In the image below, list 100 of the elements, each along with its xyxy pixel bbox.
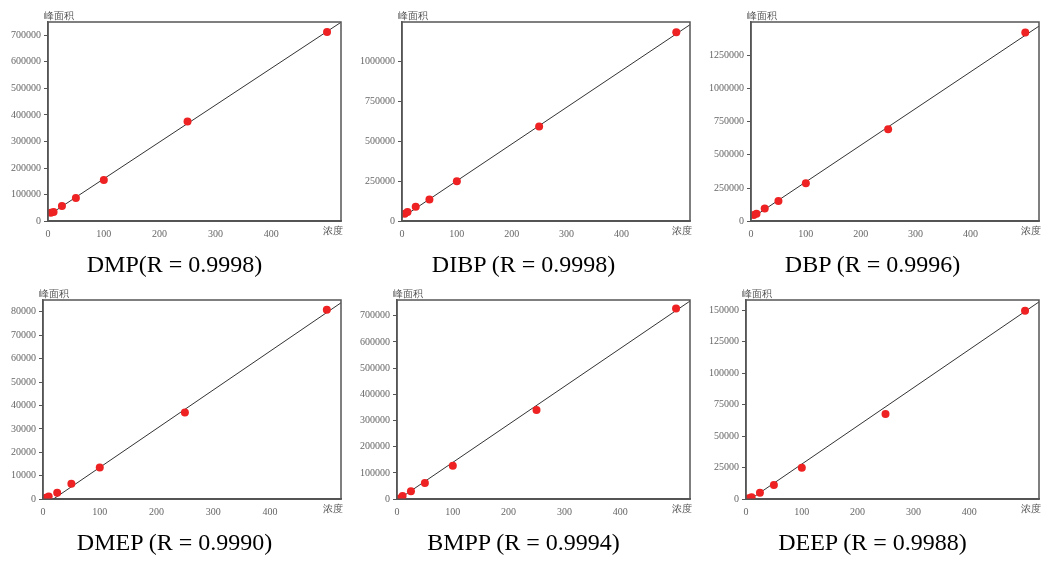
y-tick-label: 200000	[11, 161, 41, 173]
y-tick-label: 500000	[714, 148, 744, 160]
point	[53, 488, 62, 497]
point	[672, 28, 681, 37]
y-tick-label: 80000	[11, 305, 36, 317]
x-tick-label: 100	[794, 505, 810, 517]
point	[420, 478, 429, 487]
y-tick-label: 100000	[360, 466, 390, 478]
y-tick-label: 0	[385, 492, 390, 504]
x-axis-title: 浓度	[323, 224, 343, 236]
point	[535, 122, 544, 131]
y-tick-label: 50000	[11, 375, 36, 387]
point	[95, 463, 104, 472]
x-tick-label: 400	[613, 227, 629, 239]
text: DMEP (R = 0.9990)	[76, 528, 273, 555]
y-axis-title: 峰面积	[393, 287, 423, 299]
point	[183, 117, 192, 126]
y-axis-title: 峰面积	[398, 9, 428, 21]
y-tick-label: 0	[36, 214, 41, 226]
point	[769, 481, 778, 490]
x-tick-label: 100	[96, 227, 112, 239]
text: DEEP (R = 0.9988)	[778, 528, 967, 555]
y-tick-label: 60000	[11, 352, 36, 364]
y-tick-label: 0	[31, 492, 36, 504]
y-tick-label: 750000	[365, 95, 395, 107]
point	[1021, 306, 1030, 315]
y-tick-label: 30000	[11, 422, 36, 434]
y-tick-label: 250000	[365, 174, 395, 186]
text: DMP(R = 0.9998)	[86, 250, 263, 277]
y-tick-label: 600000	[11, 55, 41, 67]
y-tick-label: 100000	[11, 188, 41, 200]
point	[881, 410, 890, 419]
y-axis-title: 峰面积	[44, 9, 74, 21]
point	[755, 488, 764, 497]
x-tick-label: 400	[262, 505, 278, 517]
point	[406, 487, 415, 496]
x-tick-label: 0	[45, 227, 51, 239]
x-tick-label: 100	[445, 505, 461, 517]
y-tick-label: 500000	[365, 135, 395, 147]
x-axis-title: 浓度	[1021, 502, 1041, 514]
y-tick-label: 1000000	[709, 82, 744, 94]
y-tick-label: 750000	[714, 115, 744, 127]
y-tick-label: 25000	[714, 461, 739, 473]
x-tick-label: 0	[399, 227, 405, 239]
y-tick-label: 0	[734, 492, 739, 504]
x-tick-label: 200	[853, 227, 869, 239]
x-tick-label: 300	[905, 505, 921, 517]
point	[71, 194, 80, 203]
y-tick-label: 400000	[360, 387, 390, 399]
x-tick-label: 200	[152, 227, 168, 239]
y-tick-label: 300000	[360, 414, 390, 426]
x-tick-label: 200	[504, 227, 520, 239]
y-tick-label: 50000	[714, 429, 739, 441]
x-axis-title: 浓度	[672, 224, 692, 236]
x-tick-label: 200	[850, 505, 866, 517]
y-tick-label: 70000	[11, 328, 36, 340]
x-tick-label: 100	[449, 227, 465, 239]
x-axis-title: 浓度	[1021, 224, 1041, 236]
point	[425, 195, 434, 204]
text: DIBP (R = 0.9998)	[431, 250, 616, 277]
y-axis-title: 峰面积	[742, 287, 772, 299]
x-tick-label: 400	[612, 505, 628, 517]
y-axis-title: 峰面积	[747, 9, 777, 21]
point	[99, 176, 108, 185]
y-tick-label: 0	[739, 214, 744, 226]
y-tick-label: 10000	[11, 469, 36, 481]
point	[322, 305, 331, 314]
y-tick-label: 500000	[360, 361, 390, 373]
y-tick-label: 40000	[11, 399, 36, 411]
y-tick-label: 300000	[11, 135, 41, 147]
y-tick-label: 250000	[714, 181, 744, 193]
x-axis-title: 浓度	[323, 502, 343, 514]
point	[532, 406, 541, 415]
point	[448, 461, 457, 470]
x-tick-label: 300	[556, 505, 572, 517]
point	[57, 202, 66, 211]
y-tick-label: 500000	[11, 82, 41, 94]
x-tick-label: 200	[149, 505, 165, 517]
x-tick-label: 300	[908, 227, 924, 239]
y-tick-label: 150000	[709, 303, 739, 315]
x-tick-label: 100	[92, 505, 108, 517]
y-tick-label: 100000	[709, 366, 739, 378]
point	[452, 177, 461, 186]
y-tick-label: 600000	[360, 335, 390, 347]
point	[323, 28, 332, 37]
y-tick-label: 400000	[11, 108, 41, 120]
x-tick-label: 100	[798, 227, 814, 239]
point	[1021, 28, 1030, 37]
point	[672, 304, 681, 313]
x-tick-label: 0	[748, 227, 754, 239]
text: DBP (R = 0.9996)	[784, 250, 961, 277]
y-tick-label: 700000	[11, 28, 41, 40]
x-tick-label: 200	[501, 505, 517, 517]
point	[180, 408, 189, 417]
point	[774, 196, 783, 205]
point	[760, 204, 769, 213]
x-axis-title: 浓度	[672, 502, 692, 514]
point	[411, 202, 420, 211]
point	[801, 179, 810, 188]
point	[797, 463, 806, 472]
